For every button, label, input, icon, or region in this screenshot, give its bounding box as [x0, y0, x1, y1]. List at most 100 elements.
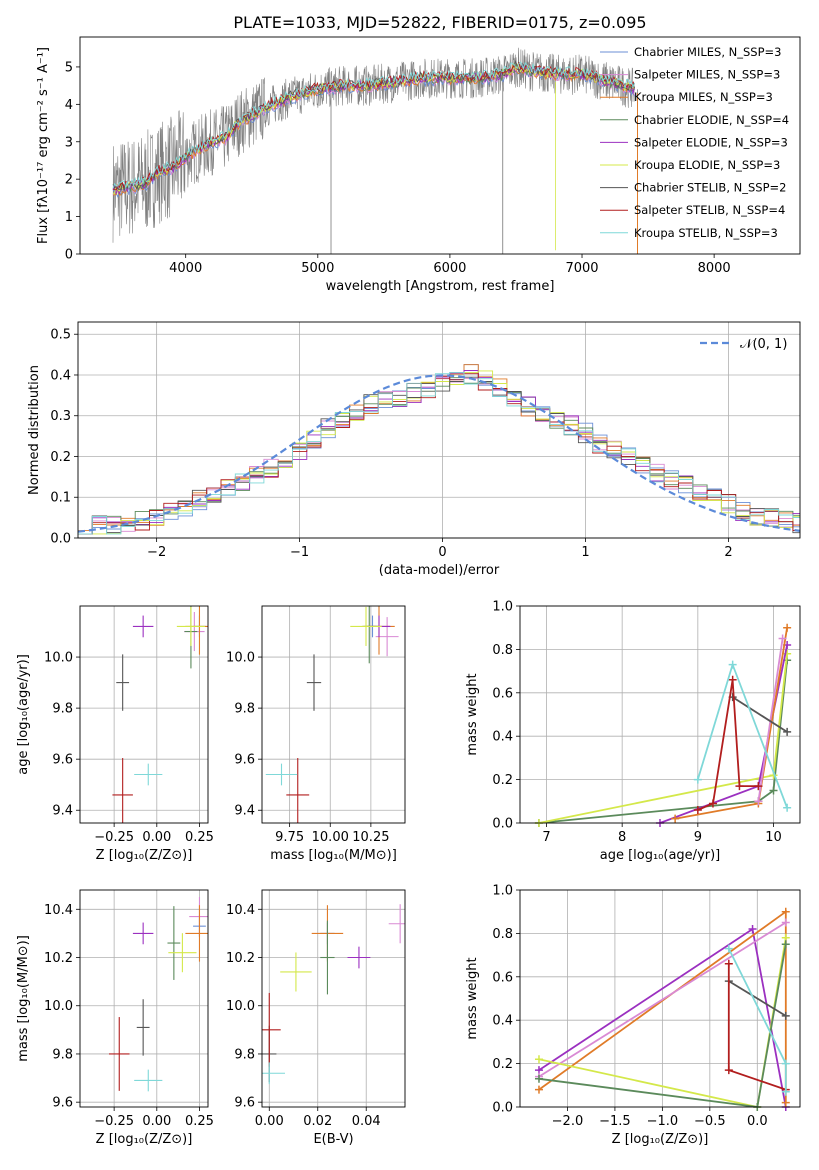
series-line [538, 660, 788, 823]
series-marker [754, 782, 763, 791]
series-line [728, 980, 787, 1017]
series-marker [783, 727, 792, 736]
y-tick-label: 0.2 [492, 773, 513, 788]
model-line [112, 61, 636, 190]
y-tick-label: 3 [65, 135, 73, 150]
y-axis-label: mass weight [465, 957, 480, 1039]
y-tick-label: 9.8 [52, 1047, 73, 1062]
x-tick-label: −0.5 [694, 1114, 726, 1129]
series-marker [534, 1085, 543, 1094]
y-tick-label: 0.4 [50, 368, 71, 383]
x-tick-label: 0.04 [352, 1114, 381, 1129]
x-tick-label: 7000 [565, 261, 598, 276]
series-marker [781, 918, 790, 927]
x-tick-label: 7 [542, 830, 550, 845]
x-tick-label: 8 [618, 830, 626, 845]
x-tick-label: 0.25 [185, 830, 214, 845]
axes-frame [79, 889, 209, 1108]
y-tick-label: 1.0 [492, 884, 513, 899]
y-tick-label: 9.6 [234, 753, 255, 768]
series-marker [781, 1098, 790, 1107]
y-tick-label: 0.2 [50, 450, 71, 465]
y-tick-label: 10.0 [44, 651, 73, 666]
legend-label: Chabrier ELODIE, N_SSP=4 [634, 113, 789, 127]
y-tick-label: 10.2 [44, 951, 73, 966]
y-tick-label: 10.0 [226, 651, 255, 666]
y-tick-label: 10.4 [44, 903, 73, 918]
residual-histogram [78, 370, 800, 535]
x-tick-label: 0.0 [747, 1114, 768, 1129]
x-axis-label: (data-model)/error [379, 563, 500, 578]
x-tick-label: 4000 [169, 261, 202, 276]
y-tick-label: 9.4 [234, 804, 255, 819]
series-marker [534, 1055, 543, 1064]
series-marker [781, 907, 790, 916]
y-axis-label: mass weight [465, 673, 480, 755]
x-tick-label: −1 [290, 545, 309, 560]
series-line [538, 653, 788, 823]
legend-label: 𝒩(0, 1) [740, 337, 787, 352]
axes-frame [519, 889, 801, 1108]
y-axis-label: mass [log₁₀(M/M⊙)] [16, 935, 31, 1062]
series-marker [693, 775, 702, 784]
y-tick-label: 2 [65, 173, 73, 188]
y-tick-label: 0.8 [492, 643, 513, 658]
x-axis-label: Z [log₁₀(Z/Z⊙)] [96, 848, 193, 863]
y-tick-label: 0.8 [492, 927, 513, 942]
series-marker [534, 1074, 543, 1083]
legend-label: Kroupa MILES, N_SSP=3 [634, 90, 773, 104]
x-axis-label: Z [log₁₀(Z/Z⊙)] [96, 1132, 193, 1147]
series-marker [778, 634, 787, 643]
legend-label: Chabrier MILES, N_SSP=3 [634, 45, 781, 59]
series-marker [671, 814, 680, 823]
legend-label: Chabrier STELIB, N_SSP=2 [634, 181, 786, 195]
x-tick-label: −1.0 [647, 1114, 679, 1129]
x-tick-label: 0 [438, 545, 446, 560]
y-tick-label: 9.4 [52, 804, 73, 819]
y-tick-label: 0.4 [492, 730, 513, 745]
chart-5 [516, 605, 801, 827]
x-tick-label: 1 [581, 545, 589, 560]
x-tick-label: 0.02 [303, 1114, 332, 1129]
series-line [697, 679, 759, 811]
axes-frame [261, 605, 406, 824]
chart-7 [258, 889, 406, 1111]
chart-1: Chabrier MILES, N_SSP=3 Salpeter MILES, N… [76, 36, 801, 258]
y-tick-label: 10.0 [226, 999, 255, 1014]
y-tick-label: 9.6 [52, 753, 73, 768]
series-marker [781, 1087, 790, 1096]
y-tick-label: 1.0 [492, 600, 513, 615]
series-marker [728, 675, 737, 684]
data-spectrum [112, 47, 635, 243]
series-marker [748, 925, 757, 934]
axes-frame [79, 605, 209, 824]
series-line [538, 921, 787, 1078]
series-line [732, 696, 788, 733]
series-marker [693, 805, 702, 814]
y-axis-label: Flux [fλ10⁻¹⁷ erg cm⁻² s⁻¹ A⁻¹] [36, 47, 51, 244]
y-tick-label: 0 [65, 248, 73, 263]
chart-3 [76, 605, 209, 827]
series-marker [728, 660, 737, 669]
x-tick-label: −0.25 [94, 830, 134, 845]
series-line [757, 638, 784, 802]
series-marker [724, 959, 733, 968]
series-marker [735, 782, 744, 791]
x-tick-label: 6000 [433, 261, 466, 276]
legend-label: Kroupa ELODIE, N_SSP=3 [634, 158, 780, 172]
x-axis-label: wavelength [Angstrom, rest frame] [326, 279, 555, 294]
y-tick-label: 0.0 [50, 532, 71, 547]
axes-frame [519, 605, 801, 824]
y-tick-label: 9.6 [52, 1096, 73, 1111]
y-tick-label: 9.8 [234, 702, 255, 717]
x-axis-label: E(B-V) [313, 1132, 353, 1147]
x-tick-label: 2 [724, 545, 732, 560]
y-tick-label: 0.0 [492, 1101, 513, 1116]
y-tick-label: 0.5 [50, 328, 71, 343]
x-tick-label: 0.00 [142, 830, 171, 845]
x-tick-label: −2 [147, 545, 166, 560]
y-tick-label: 9.8 [52, 702, 73, 717]
x-tick-label: 10.25 [352, 830, 389, 845]
chart-2: 𝒩(0, 1) [74, 321, 801, 542]
series-marker [708, 799, 717, 808]
